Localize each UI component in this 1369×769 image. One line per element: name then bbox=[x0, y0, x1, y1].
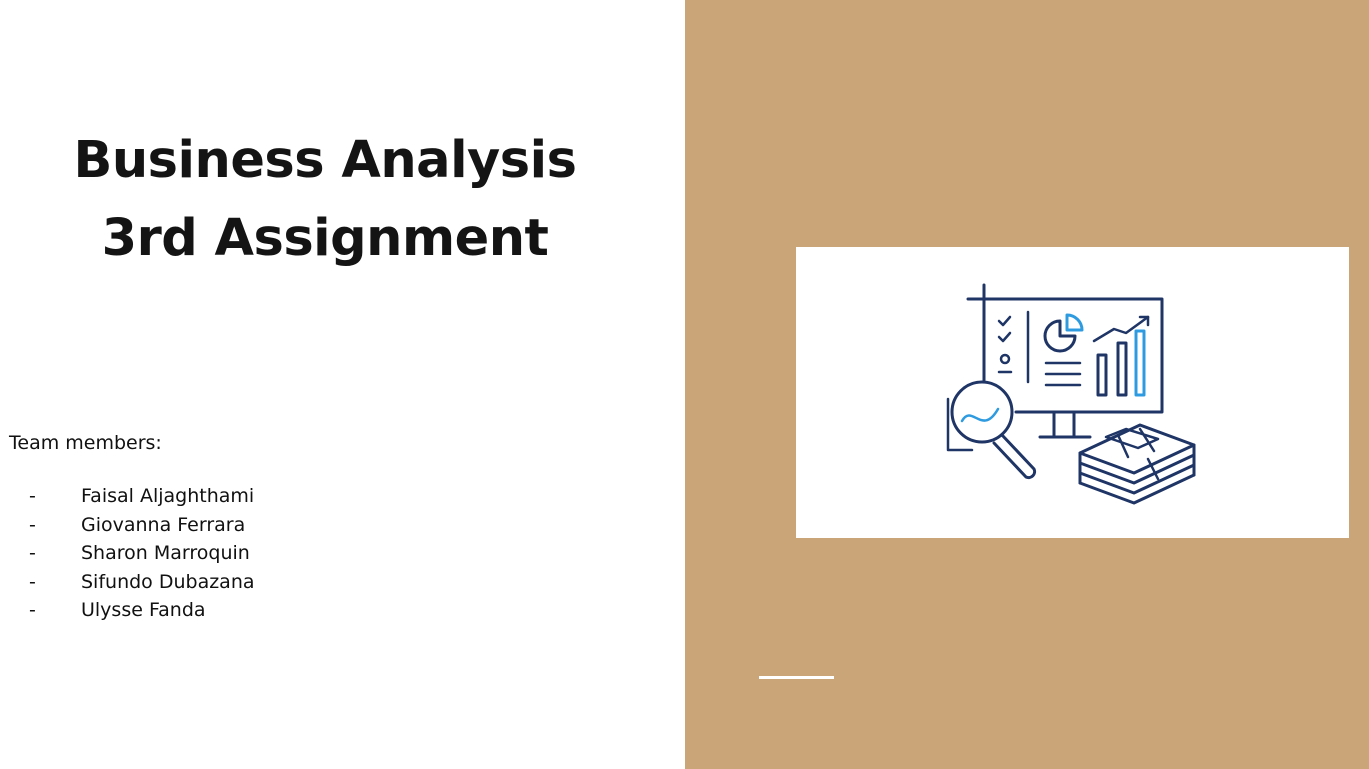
team-member-item: - Giovanna Ferrara bbox=[29, 511, 255, 540]
bullet-dash: - bbox=[29, 513, 36, 536]
member-name: Sifundo Dubazana bbox=[81, 570, 255, 593]
money-stack-icon bbox=[1078, 423, 1196, 505]
left-panel: Business Analysis 3rd Assignment Team me… bbox=[0, 122, 650, 625]
bullet-dash: - bbox=[29, 599, 36, 622]
pie-chart-icon bbox=[1043, 319, 1077, 353]
business-analytics-dashboard-icon bbox=[946, 283, 1196, 505]
magnifier-handle-icon bbox=[992, 433, 1037, 480]
member-name: Sharon Marroquin bbox=[81, 542, 250, 565]
bullet-dash: - bbox=[29, 570, 36, 593]
pie-slice-icon bbox=[1065, 313, 1084, 332]
team-member-item: - Sharon Marroquin bbox=[29, 539, 255, 568]
checkmark-icon bbox=[997, 315, 1012, 327]
accent-line-divider bbox=[759, 676, 834, 679]
bullet-dash: - bbox=[29, 542, 36, 565]
member-name: Giovanna Ferrara bbox=[81, 513, 246, 536]
team-member-item: - Sifundo Dubazana bbox=[29, 568, 255, 597]
illustration-card bbox=[796, 247, 1349, 538]
team-member-item: - Ulysse Fanda bbox=[29, 596, 255, 625]
monitor-stand-icon bbox=[1038, 410, 1092, 439]
member-name: Ulysse Fanda bbox=[81, 599, 206, 622]
monitor-frame-icon bbox=[966, 297, 1164, 414]
slide-title: Business Analysis 3rd Assignment bbox=[0, 122, 650, 278]
magnifier-icon bbox=[950, 380, 1014, 444]
team-member-item: - Faisal Aljaghthami bbox=[29, 482, 255, 511]
title-line-1: Business Analysis bbox=[73, 131, 578, 190]
bullet-dash: - bbox=[29, 485, 36, 507]
bar-icon bbox=[1116, 341, 1128, 397]
right-panel bbox=[685, 0, 1369, 769]
team-members-list: - Faisal Aljaghthami - Giovanna Ferrara - S… bbox=[29, 482, 255, 625]
trend-arrow-icon bbox=[1092, 315, 1150, 343]
team-members-label: Team members: bbox=[9, 432, 162, 454]
bar-icon bbox=[1096, 353, 1108, 397]
checkmark-icon bbox=[997, 331, 1012, 343]
option-circle-icon bbox=[999, 353, 1011, 365]
title-line-2: 3rd Assignment bbox=[101, 209, 549, 268]
text-lines-icon bbox=[1044, 361, 1082, 387]
member-name: Faisal Aljaghthami bbox=[81, 485, 255, 507]
bar-icon bbox=[1134, 329, 1146, 397]
